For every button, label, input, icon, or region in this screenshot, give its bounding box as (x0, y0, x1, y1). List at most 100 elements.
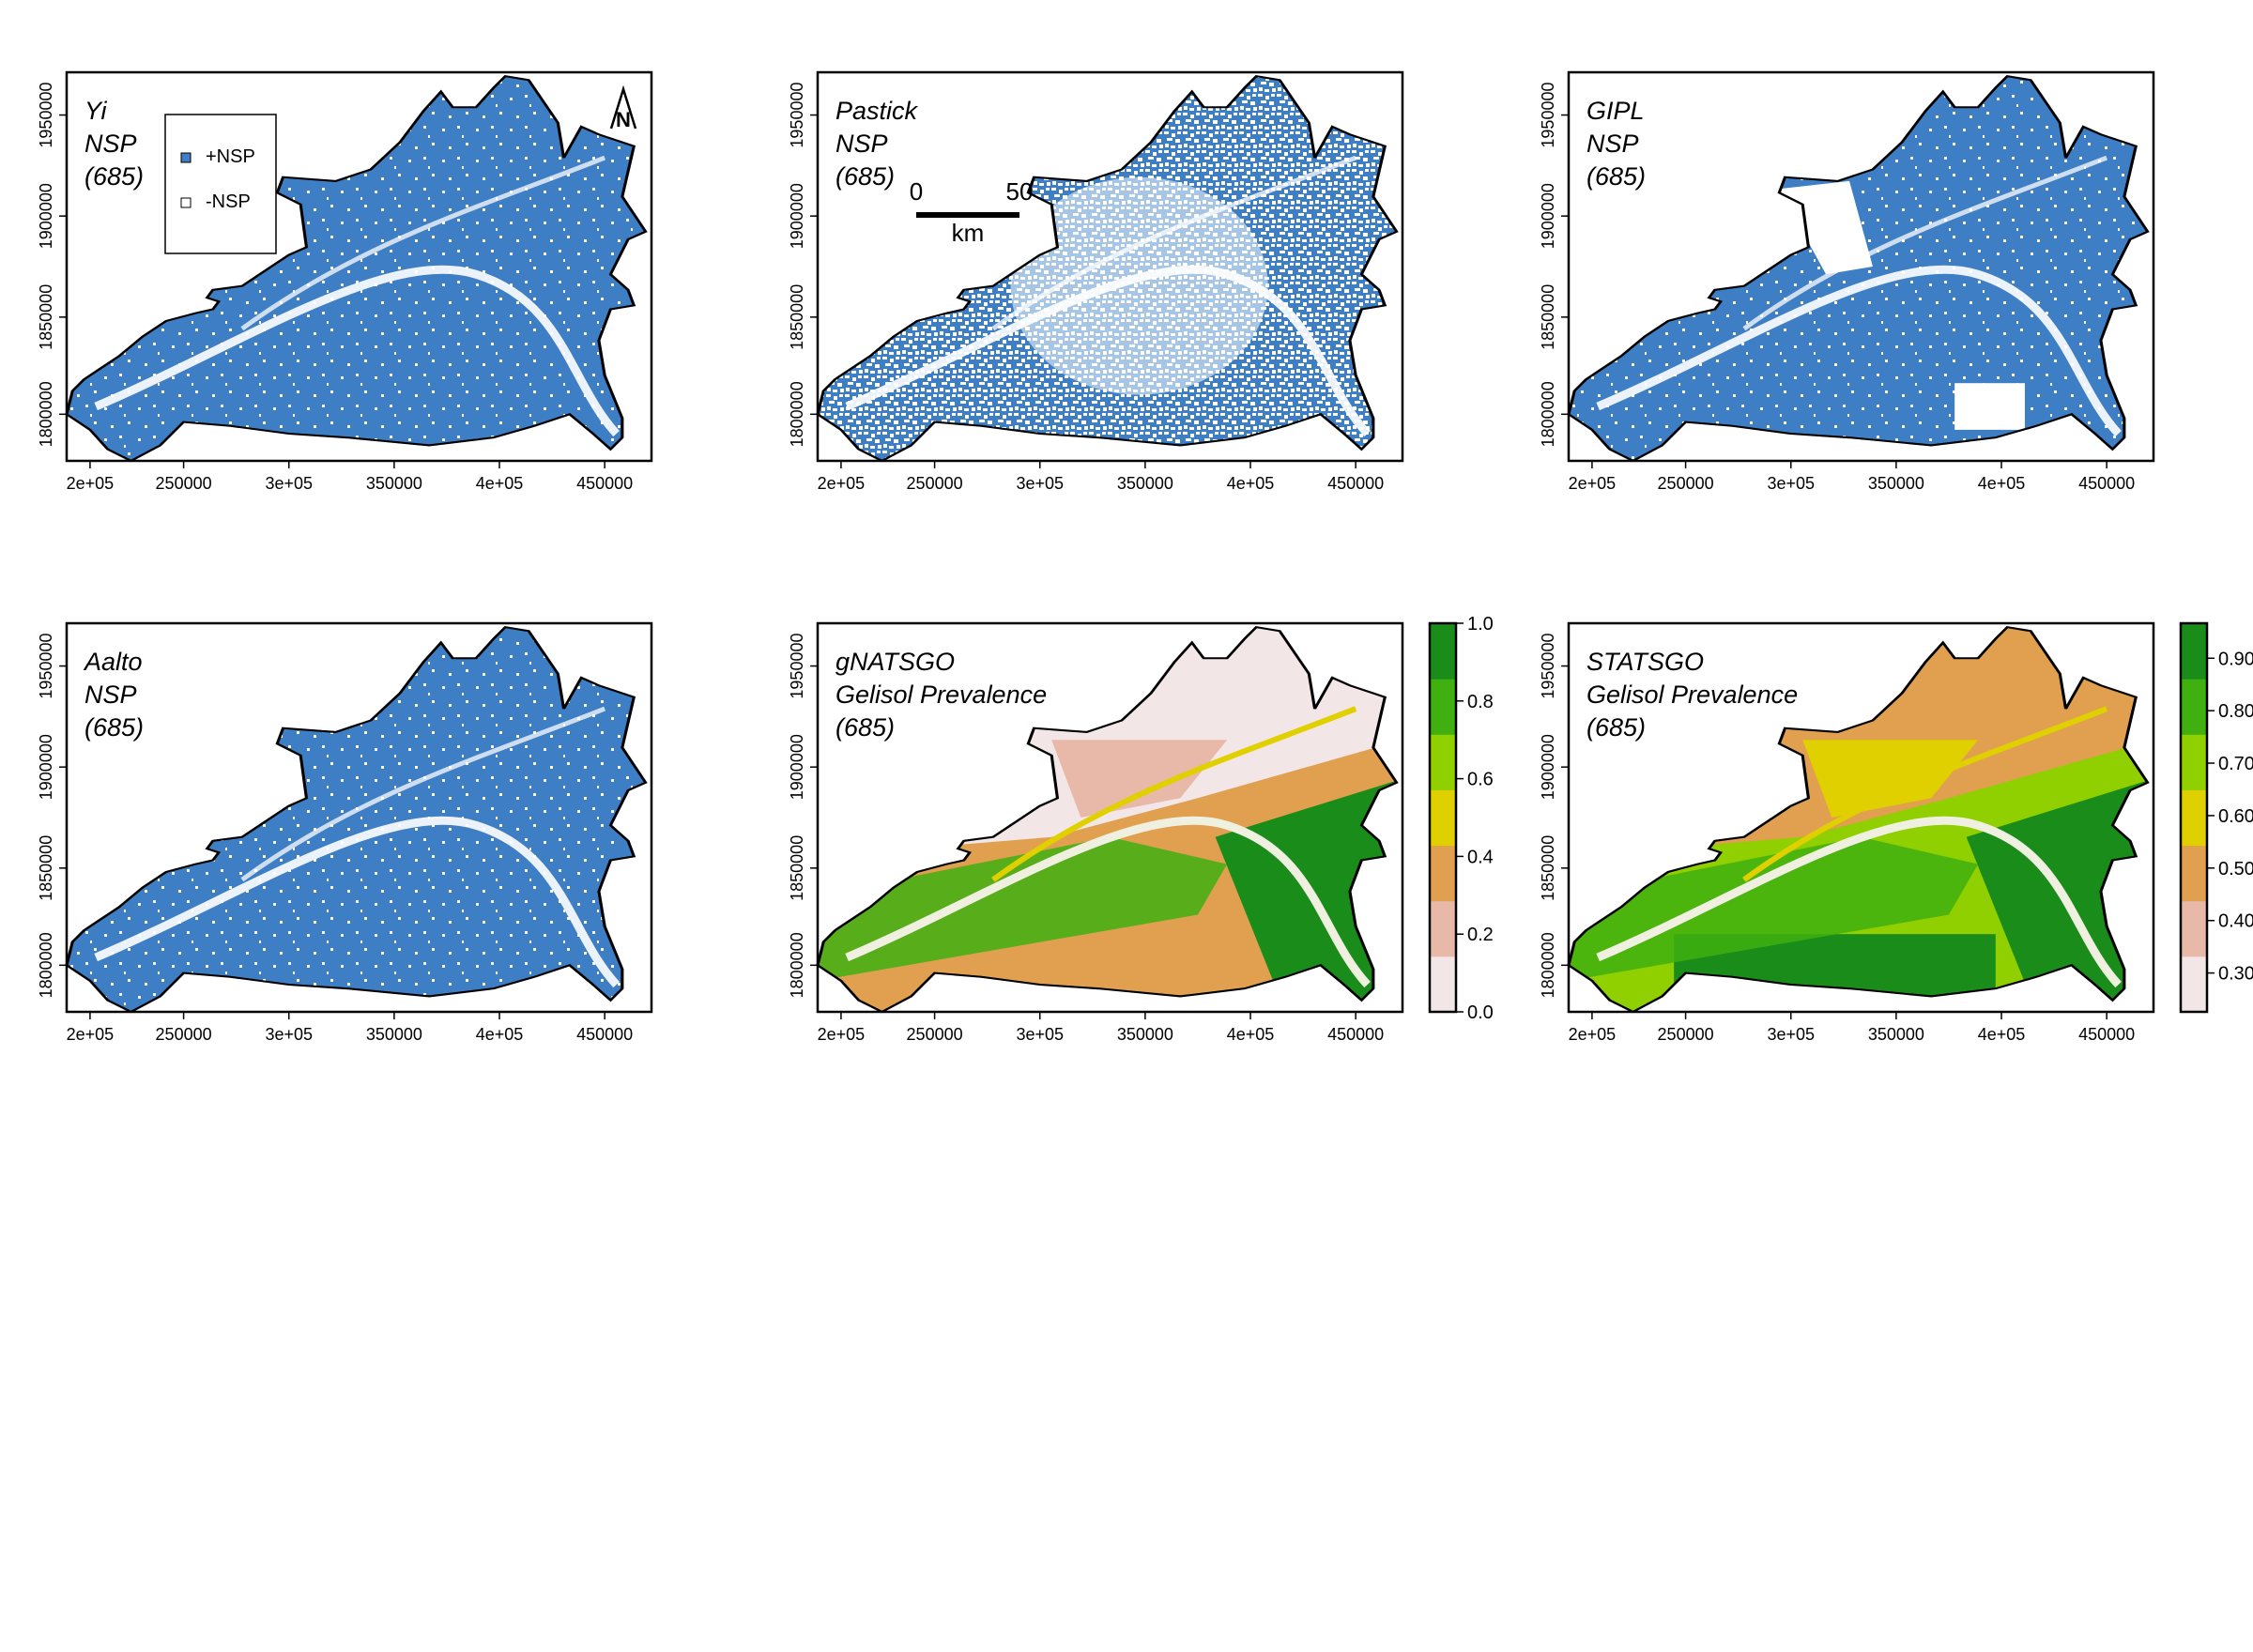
map-panel-gnatsgo: 2e+05 250000 3e+05 350000 4e+05 450000 1800000… (788, 614, 1494, 1044)
scalebar-start-label: 0 (910, 177, 923, 206)
y-tick-label: 1800000 (37, 932, 55, 998)
colorbar-tick-label: 0.8 (1467, 692, 1494, 712)
colorbar-tick-label: 1.0 (1467, 614, 1494, 635)
panel-title-line: gNATSGO (835, 648, 955, 676)
panel-title-line: (685) (835, 713, 895, 742)
colorbar-tick-label: 0.90 (2218, 649, 2253, 669)
x-tick-label: 4e+05 (476, 474, 524, 493)
river-corridor (845, 265, 1371, 437)
panel-title: STATSGO Gelisol Prevalence (685) (1586, 648, 1798, 742)
x-tick-label: 350000 (366, 1025, 422, 1044)
colorbar-segment (2181, 789, 2207, 847)
x-axis: 2e+05 250000 3e+05 350000 4e+05 450000 (67, 461, 633, 493)
river-corridor (991, 155, 1357, 331)
colorbar-tick-label: 0.4 (1467, 847, 1494, 867)
panel-title: GIPL NSP (685) (1586, 97, 1646, 191)
river-corridor (94, 816, 620, 988)
scalebar-unit-label: km (952, 219, 985, 247)
legend-label: +NSP (206, 146, 255, 167)
plot-frame (1567, 621, 2155, 1014)
class-zone-valley (818, 836, 1228, 981)
panel-title-line: Gelisol Prevalence (1586, 681, 1798, 709)
colorbar-segment (1430, 845, 1456, 902)
x-tick-label: 4e+05 (1978, 474, 2026, 493)
y-tick-label: 1800000 (788, 932, 806, 998)
map-panel-pastick: 2e+05 250000 3e+05 350000 4e+05 450000 1800000… (788, 72, 1402, 493)
scalebar-end-label: 50 (1006, 177, 1034, 206)
x-tick-label: 450000 (2078, 1025, 2135, 1044)
north-arrow-icon: N (609, 84, 637, 131)
y-tick-label: 1800000 (37, 381, 55, 447)
colorbar-tick-label: 0.0 (1467, 1002, 1494, 1023)
x-tick-label: 350000 (1117, 1025, 1173, 1044)
y-tick-label: 1850000 (1539, 835, 1557, 901)
class-zone-valley (1569, 836, 1979, 981)
x-tick-label: 250000 (1658, 474, 1714, 493)
x-tick-label: 4e+05 (1978, 1025, 2026, 1044)
x-tick-label: 3e+05 (1016, 474, 1064, 493)
x-tick-label: 350000 (1868, 1025, 1924, 1044)
colorbar-segment (1430, 900, 1456, 957)
colorbar-segment (1430, 789, 1456, 847)
x-axis: 2e+05 250000 3e+05 350000 4e+05 450000 (67, 1012, 633, 1044)
y-axis: 1800000 1850000 1900000 1950000 (788, 83, 818, 447)
legend-box (164, 114, 277, 254)
x-tick-label: 350000 (366, 474, 422, 493)
y-tick-label: 1900000 (1539, 183, 1557, 249)
colorbar-tick-label: 0.80 (2218, 701, 2253, 722)
panel-title: gNATSGO Gelisol Prevalence (685) (835, 648, 1047, 742)
y-tick-label: 1800000 (788, 381, 806, 447)
y-tick-label: 1800000 (1539, 932, 1557, 998)
panel-title-line: Pastick (835, 97, 919, 125)
x-axis: 2e+05 250000 3e+05 350000 4e+05 450000 (818, 1012, 1384, 1044)
panel-title-line: (685) (835, 162, 895, 191)
legend-swatch (180, 152, 192, 163)
y-axis: 1800000 1850000 1900000 1950000 (37, 83, 67, 447)
panel-title-line: NSP (835, 130, 888, 158)
x-tick-label: 3e+05 (1767, 1025, 1815, 1044)
panel-title-line: (685) (84, 713, 144, 742)
y-tick-label: 1950000 (1539, 634, 1557, 699)
x-tick-label: 450000 (1327, 1025, 1384, 1044)
colorbar-tick-label: 0.6 (1467, 770, 1494, 790)
y-tick-label: 1950000 (37, 83, 55, 148)
y-tick-label: 1950000 (788, 83, 806, 148)
panel-title-line: (685) (84, 162, 144, 191)
x-tick-label: 4e+05 (1227, 474, 1275, 493)
x-tick-label: 450000 (1327, 474, 1384, 493)
colorbar: 1.0 0.8 0.6 0.4 0.2 0.0 (1428, 614, 1494, 1023)
x-tick-label: 350000 (1868, 474, 1924, 493)
colorbar-frame (1428, 621, 1458, 1014)
legend-swatch (180, 197, 192, 208)
y-tick-label: 1850000 (788, 284, 806, 350)
x-tick-label: 2e+05 (67, 474, 115, 493)
nsp-negative-noise (67, 76, 646, 461)
x-tick-label: 3e+05 (1016, 1025, 1064, 1044)
y-tick-label: 1850000 (37, 835, 55, 901)
colorbar-tick-label: 0.70 (2218, 754, 2253, 774)
x-tick-label: 3e+05 (1767, 474, 1815, 493)
x-axis: 2e+05 250000 3e+05 350000 4e+05 450000 (818, 461, 1384, 493)
x-tick-label: 2e+05 (818, 474, 866, 493)
colorbar-frame (2179, 621, 2209, 1014)
panel-title-line: GIPL (1586, 97, 1645, 125)
x-tick-label: 450000 (2078, 474, 2135, 493)
panel-title: Pastick NSP (685) (835, 97, 919, 191)
panel-title-line: (685) (1586, 162, 1646, 191)
colorbar: 0.90 0.80 0.70 0.60 0.50 0.40 0.30 (2179, 621, 2253, 1014)
river-corridor (240, 155, 606, 331)
colorbar-tick-label: 0.50 (2218, 859, 2253, 880)
north-arrow-label: N (616, 108, 631, 131)
x-tick-label: 250000 (156, 474, 212, 493)
x-tick-label: 4e+05 (1227, 1025, 1275, 1044)
x-tick-label: 250000 (1658, 1025, 1714, 1044)
colorbar-tick-label: 0.60 (2218, 806, 2253, 827)
y-axis: 1800000 1850000 1900000 1950000 (1539, 634, 1569, 998)
river-corridor (94, 265, 620, 437)
river-corridor (1742, 155, 2108, 331)
colorbar-segment (1430, 623, 1456, 680)
colorbar-tick-label: 0.30 (2218, 964, 2253, 985)
river-corridor (1742, 706, 2108, 882)
x-tick-label: 250000 (907, 1025, 963, 1044)
